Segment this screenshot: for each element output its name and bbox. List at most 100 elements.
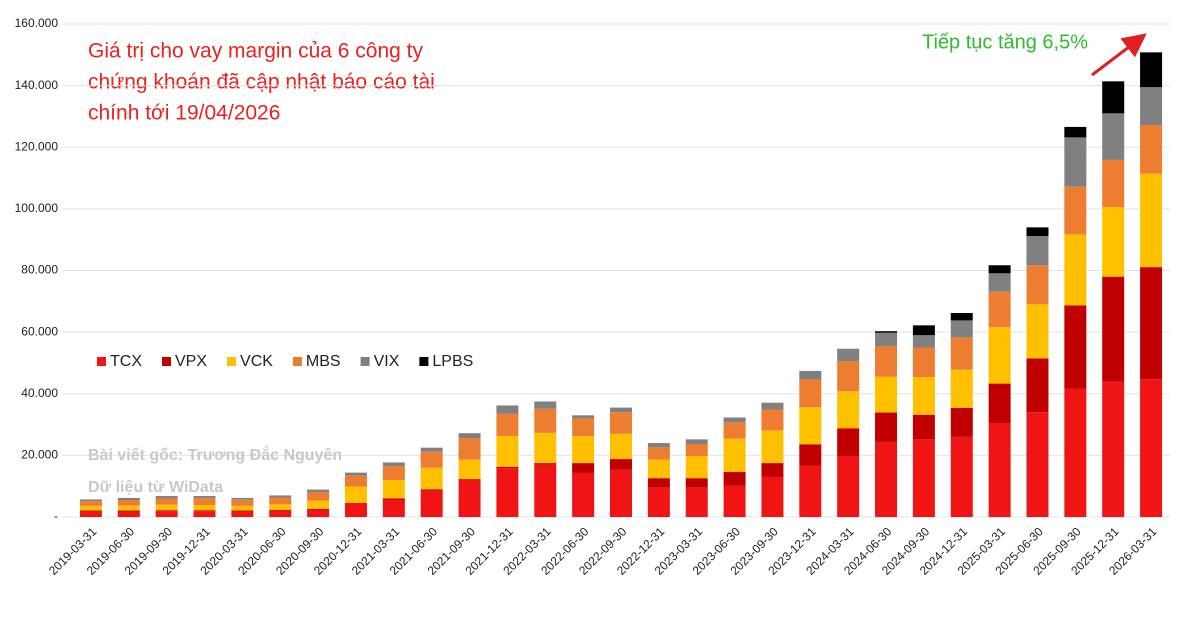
bar-segment <box>420 490 443 517</box>
bar-segment <box>875 412 898 442</box>
bar-segment <box>837 348 860 362</box>
bar-segment <box>988 273 1011 292</box>
legend-label: VIX <box>374 353 400 370</box>
bar-segment <box>269 510 292 517</box>
bar-segment <box>307 489 330 493</box>
y-tick-label: 80.000 <box>21 263 58 277</box>
bar-segment <box>496 468 519 517</box>
legend-swatch <box>360 357 370 366</box>
bar-segment <box>1102 381 1125 517</box>
bar-segment <box>231 511 254 517</box>
bar-segment <box>685 487 708 517</box>
bar-segment <box>912 325 935 336</box>
bar-segment <box>572 463 595 473</box>
bar-segment <box>685 443 708 457</box>
bar-segment <box>458 438 481 460</box>
bar-segment <box>1102 81 1125 114</box>
bar-segment <box>799 444 822 466</box>
bar-segment <box>344 486 367 503</box>
bar-segment <box>761 409 784 431</box>
bar-segment <box>1026 304 1049 359</box>
legend-label: TCX <box>110 353 142 370</box>
bar-segment <box>799 370 822 380</box>
y-tick-label: 60.000 <box>21 324 58 338</box>
bar-segment <box>723 472 746 486</box>
bar-segment <box>344 475 367 487</box>
bar-segment <box>1102 113 1125 160</box>
bar-segment <box>117 497 140 501</box>
bar-segment <box>610 407 632 413</box>
bar-segment <box>344 502 367 504</box>
legend-swatch <box>162 357 171 366</box>
bar-segment <box>1064 234 1087 306</box>
bar-segment <box>534 408 557 433</box>
bar-segment <box>875 345 898 377</box>
bar-segment <box>912 414 935 440</box>
bar-segment <box>269 504 292 510</box>
bar-segment <box>307 508 330 510</box>
bar-segment <box>382 466 405 481</box>
bar-segment <box>799 379 822 408</box>
bar-segment <box>344 472 367 476</box>
bar-segment <box>685 439 708 444</box>
bar-segment <box>420 467 443 490</box>
bar-segment <box>799 465 822 517</box>
bar-segment <box>458 459 481 480</box>
bar-segment <box>647 447 670 460</box>
bar-segment <box>307 509 330 517</box>
bar-segment <box>420 489 443 491</box>
bar-segment <box>79 501 102 506</box>
legend-swatch <box>97 357 106 366</box>
title-line: Giá trị cho vay margin của 6 công ty <box>88 40 423 63</box>
bar-segment <box>723 485 746 517</box>
bar-segment <box>912 439 935 517</box>
bar-segment <box>912 347 935 378</box>
bar-segment <box>837 455 860 517</box>
legend-swatch <box>419 357 429 366</box>
legend-swatch <box>292 357 302 366</box>
bar-segment <box>117 510 140 512</box>
bar-segment <box>534 463 557 465</box>
bar-segment <box>496 413 519 436</box>
bar-segment <box>647 459 670 479</box>
bar-segment <box>193 504 216 511</box>
bar-segment <box>1026 235 1049 266</box>
bar-segment <box>117 511 140 517</box>
bar-segment <box>950 407 973 437</box>
bar-segment <box>761 476 784 517</box>
bar-segment <box>193 510 216 512</box>
bar-segment <box>1102 207 1125 277</box>
bar-segment <box>458 433 481 439</box>
bar-segment <box>988 265 1011 274</box>
bar-segment <box>685 456 708 479</box>
bar-segment <box>1140 87 1163 126</box>
bar-segment <box>723 438 746 473</box>
bar-segment <box>761 463 784 477</box>
bar-segment <box>458 479 481 481</box>
bar-segment <box>572 418 595 437</box>
bar-segment <box>269 495 292 498</box>
bar-segment <box>193 511 216 517</box>
bar-segment <box>382 462 405 467</box>
legend-swatch <box>227 357 237 366</box>
bar-segment <box>117 500 140 506</box>
bar-segment <box>610 412 632 434</box>
bar-segment <box>231 510 254 512</box>
y-tick-label: 20.000 <box>21 448 58 462</box>
bar-segment <box>1026 227 1049 236</box>
bar-segment <box>307 492 330 501</box>
bar-segment <box>875 376 898 413</box>
bar-segment <box>344 503 367 517</box>
bar-segment <box>610 459 632 470</box>
bar-segment <box>875 441 898 517</box>
bar-segment <box>1140 52 1163 88</box>
legend-label: VPX <box>175 353 207 370</box>
bar-segment <box>307 500 330 509</box>
bar-segment <box>1102 159 1125 208</box>
legend-label: LPBS <box>432 353 473 370</box>
bar-segment <box>647 478 670 488</box>
bar-segment <box>1064 126 1087 138</box>
bar-segment <box>950 337 973 370</box>
y-tick-label: 140.000 <box>15 78 59 92</box>
bar-segment <box>1140 379 1163 517</box>
